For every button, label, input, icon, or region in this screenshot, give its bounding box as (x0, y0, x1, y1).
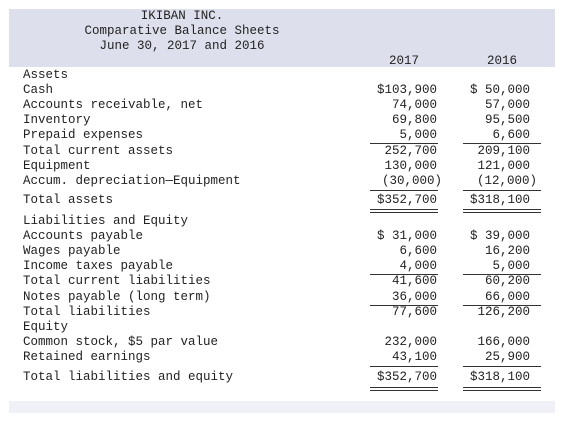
income-taxes-payable-2017: 4,000 (399, 259, 437, 273)
notes-payable-2017: 36,000 (391, 290, 437, 304)
row-label-notes-payable: Notes payable (long term) (23, 290, 211, 304)
total-assets-2016: $318,100 (469, 193, 530, 207)
wages-payable-2017: 6,600 (399, 244, 437, 258)
rule-current-assets-2016 (463, 143, 541, 144)
row-label-prepaid-expenses: Prepaid expenses (23, 128, 144, 142)
rule-total-liabilities-equity-2017 (370, 366, 438, 367)
accounts-receivable-2017: 74,000 (391, 98, 437, 112)
row-label-total-liabilities-and-equity: Total liabilities and equity (23, 370, 234, 384)
rule-total-liabilities-equity-2016 (463, 366, 541, 367)
header-band (9, 9, 555, 67)
row-label-total-liabilities: Total liabilities (23, 305, 151, 319)
rule-current-liabilities-2017 (370, 274, 438, 275)
double-rule-top-liabilities-2017 (370, 387, 438, 388)
common-stock-2017: 232,000 (384, 335, 437, 349)
bottom-strip (9, 401, 555, 413)
double-rule-bottom-assets-2016 (463, 212, 541, 213)
income-taxes-payable-2016: 5,000 (492, 259, 530, 273)
column-header-2017: 2017 (388, 54, 419, 68)
prepaid-expenses-2016: 6,600 (492, 128, 530, 142)
double-rule-top-assets-2016 (463, 209, 541, 210)
total-liabilities-2016: 126,200 (477, 305, 530, 319)
double-rule-bottom-liabilities-2017 (370, 390, 438, 391)
total-current-assets-2016: 209,100 (477, 144, 530, 158)
row-label-common-stock: Common stock, $5 par value (23, 335, 219, 349)
accumulated-depreciation-2016: (12,000) (476, 174, 537, 188)
double-rule-bottom-liabilities-2016 (463, 390, 541, 391)
row-label-total-current-liabilities: Total current liabilities (23, 274, 211, 288)
retained-earnings-2016: 25,900 (484, 350, 530, 364)
prepaid-expenses-2017: 5,000 (399, 128, 437, 142)
rule-total-liabilities-2017 (370, 305, 438, 306)
equipment-2016: 121,000 (477, 159, 530, 173)
company-name: IKIBAN INC. (140, 9, 224, 23)
wages-payable-2016: 16,200 (484, 244, 530, 258)
balance-sheet: IKIBAN INC. Comparative Balance Sheets J… (9, 9, 555, 401)
inventory-2017: 69,800 (391, 113, 437, 127)
statement-title: Comparative Balance Sheets (84, 24, 280, 38)
total-liabilities-and-equity-2016: $318,100 (469, 370, 530, 384)
double-rule-top-assets-2017 (370, 209, 438, 210)
accounts-payable-2016: $ 39,000 (469, 229, 530, 243)
row-label-wages-payable: Wages payable (23, 244, 121, 258)
rule-total-assets-2017 (370, 190, 438, 191)
rule-current-assets-2017 (370, 143, 438, 144)
row-label-liabilities-and-equity: Liabilities and Equity (23, 214, 189, 228)
row-label-accounts-receivable: Accounts receivable, net (23, 98, 204, 112)
accounts-payable-2017: $ 31,000 (376, 229, 437, 243)
row-label-total-current-assets: Total current assets (23, 144, 174, 158)
total-liabilities-2017: 77,600 (391, 305, 437, 319)
common-stock-2016: 166,000 (477, 335, 530, 349)
total-current-liabilities-2017: 41,600 (391, 274, 437, 288)
column-header-2016: 2016 (486, 54, 517, 68)
row-label-assets: Assets (23, 68, 69, 82)
row-label-accumulated-depreciation: Accum. depreciation—Equipment (23, 174, 241, 188)
row-label-income-taxes-payable: Income taxes payable (23, 259, 174, 273)
equipment-2017: 130,000 (384, 159, 437, 173)
accumulated-depreciation-2017: (30,000) (381, 174, 442, 188)
retained-earnings-2017: 43,100 (391, 350, 437, 364)
rule-total-assets-2016 (463, 190, 541, 191)
double-rule-top-liabilities-2016 (463, 387, 541, 388)
row-label-accounts-payable: Accounts payable (23, 229, 144, 243)
total-current-liabilities-2016: 60,200 (484, 274, 530, 288)
rule-total-liabilities-2016 (463, 305, 541, 306)
double-rule-bottom-assets-2017 (370, 212, 438, 213)
total-assets-2017: $352,700 (376, 193, 437, 207)
row-label-equipment: Equipment (23, 159, 91, 173)
total-current-assets-2017: 252,700 (384, 144, 437, 158)
accounts-receivable-2016: 57,000 (484, 98, 530, 112)
cash-2016: $ 50,000 (469, 83, 530, 97)
row-label-total-assets: Total assets (23, 193, 114, 207)
row-label-equity: Equity (23, 320, 69, 334)
total-liabilities-and-equity-2017: $352,700 (376, 370, 437, 384)
inventory-2016: 95,500 (484, 113, 530, 127)
rule-current-liabilities-2016 (463, 274, 541, 275)
row-label-inventory: Inventory (23, 113, 91, 127)
statement-date: June 30, 2017 and 2016 (99, 39, 265, 53)
cash-2017: $103,900 (376, 83, 437, 97)
row-label-retained-earnings: Retained earnings (23, 350, 151, 364)
row-label-cash: Cash (23, 83, 54, 97)
notes-payable-2016: 66,000 (484, 290, 530, 304)
